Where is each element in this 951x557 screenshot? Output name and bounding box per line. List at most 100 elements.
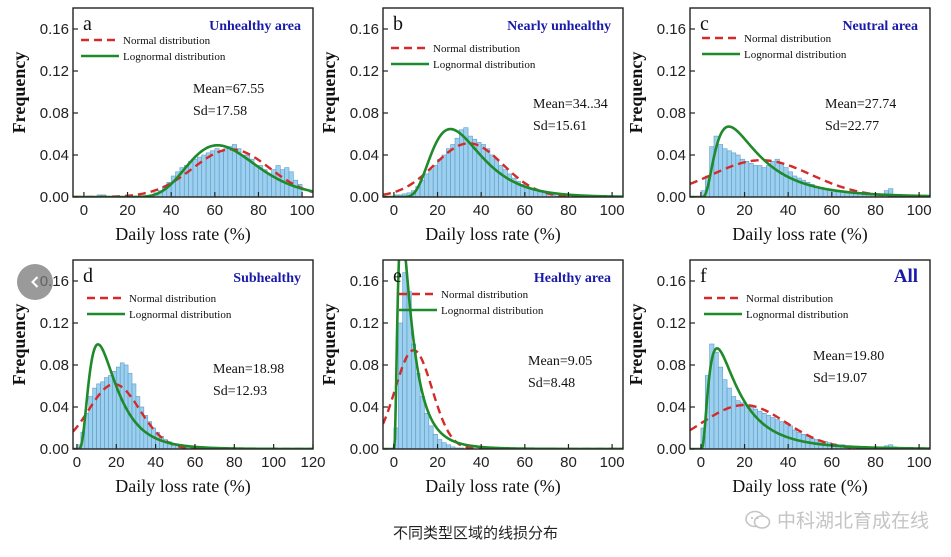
legend-lognormal-label: Lognormal distribution: [746, 309, 849, 321]
y-tick-label: 0.00: [350, 189, 379, 206]
panel-title: Subhealthy: [233, 271, 301, 286]
legend-lognormal-label: Lognormal distribution: [441, 305, 544, 317]
y-tick-label: 0.16: [657, 273, 686, 290]
lognormal-distribution-curve: [73, 143, 313, 197]
panel-letter: c: [700, 13, 709, 35]
histogram-bar: [761, 167, 767, 197]
x-tick-label: 40: [147, 454, 164, 471]
legend-lognormal-label: Lognormal distribution: [433, 59, 536, 71]
histogram-bar: [718, 366, 724, 449]
watermark: 中科湖北育成在线: [745, 506, 929, 533]
x-axis-label: Daily loss rate (%): [732, 224, 867, 245]
x-tick-label: 60: [516, 454, 533, 471]
histogram-bar: [779, 163, 785, 197]
y-tick-label: 0.12: [350, 63, 379, 80]
histogram-bar: [218, 150, 224, 197]
chart-panel-a: 0.00 0.04 0.08 0.12 0.16 0 20 40 60 80 100 Daily lo…: [9, 7, 315, 245]
mean-label: Mean=27.74: [825, 97, 896, 112]
histogram-bar: [271, 169, 277, 197]
histogram-bar: [236, 148, 242, 197]
fitted-curves: [383, 127, 623, 197]
histogram-bar: [428, 425, 434, 449]
legend-normal-label: Normal distribution: [441, 289, 529, 301]
histogram-bar: [783, 167, 789, 197]
histogram-bar: [493, 158, 499, 197]
mean-label: Mean=18.98: [213, 362, 284, 377]
y-tick-label: 0.08: [350, 357, 379, 374]
x-tick-label: 0: [697, 454, 705, 471]
plot-frame: [689, 259, 931, 450]
mean-label: Mean=67.55: [193, 82, 264, 97]
sd-label: Sd=22.77: [825, 119, 879, 134]
histogram-bar: [445, 148, 451, 197]
histogram-bar: [744, 161, 750, 197]
histogram-bar: [223, 148, 229, 197]
histogram-bar: [450, 144, 456, 197]
y-tick-label: 0.16: [40, 21, 69, 38]
x-tick-label: 100: [600, 454, 625, 471]
panel-letter: e: [393, 265, 402, 287]
x-tick-label: 40: [780, 454, 797, 471]
x-tick-label: 80: [226, 454, 243, 471]
sd-label: Sd=8.48: [528, 376, 575, 391]
lognormal-distribution-curve: [690, 125, 930, 197]
panel-title: Healthy area: [534, 271, 611, 286]
y-tick-label: 0.04: [350, 399, 379, 416]
x-tick-label: 100: [261, 454, 286, 471]
histogram-bar: [240, 154, 246, 197]
histogram-bar: [498, 165, 504, 197]
histogram-bar: [757, 165, 763, 197]
x-tick-label: 0: [73, 454, 81, 471]
y-tick-label: 0.12: [40, 63, 69, 80]
histogram-bar: [441, 442, 447, 449]
histogram-bar: [115, 366, 121, 449]
histogram-bar: [201, 154, 207, 197]
panel-letter: a: [83, 13, 92, 35]
y-tick-label: 0.08: [350, 105, 379, 122]
sd-label: Sd=12.93: [213, 384, 267, 399]
y-tick-label: 0.00: [657, 441, 686, 458]
histogram-bar: [537, 191, 543, 197]
x-tick-label: 40: [780, 202, 797, 219]
panel-title: Nearly unhealthy: [507, 19, 611, 34]
chart-panel-c: 0.00 0.04 0.08 0.12 0.16 0 20 40 60 80 100 Daily lo…: [626, 7, 932, 245]
histogram-bar: [731, 152, 737, 197]
y-axis-label: Frequency: [9, 304, 29, 386]
histogram-bar: [835, 191, 841, 197]
y-tick-label: 0.08: [657, 357, 686, 374]
chart-panel-d: 0.000.040.080.120.160 20 40 60 80 100 120Daily…: [9, 259, 326, 497]
histogram-bar: [266, 173, 272, 197]
mean-label: Mean=19.80: [813, 349, 884, 364]
mean-label: Mean=9.05: [528, 354, 592, 369]
histogram-bar: [424, 412, 430, 449]
y-tick-label: 0.08: [40, 105, 69, 122]
chart-panel-e: 0.00 0.04 0.08 0.12 0.16 0 20 40 60 80 100 Daily lo…: [319, 259, 625, 497]
y-tick-label: 0.16: [350, 21, 379, 38]
lognormal-distribution-curve: [690, 346, 930, 449]
plot-frame: [382, 7, 624, 198]
previous-image-button[interactable]: [17, 264, 53, 300]
histogram-bar: [188, 161, 194, 197]
y-tick-label: 0.04: [40, 399, 69, 416]
y-axis-label: Frequency: [626, 304, 646, 386]
x-tick-label: 0: [390, 202, 398, 219]
x-axis-label: Daily loss rate (%): [425, 476, 560, 497]
y-tick-label: 0.04: [657, 399, 686, 416]
panel-title: Unhealthy area: [209, 19, 301, 34]
x-tick-label: 40: [473, 454, 490, 471]
histogram-bar: [210, 150, 216, 197]
histogram-bar: [424, 173, 430, 197]
plot-frame: [72, 7, 314, 198]
y-tick-label: 0.04: [350, 147, 379, 164]
histogram-bar: [739, 158, 745, 197]
legend-lognormal-label: Lognormal distribution: [744, 49, 847, 61]
panel-title: Neutral area: [842, 19, 918, 34]
x-axis-label: Daily loss rate (%): [115, 224, 250, 245]
x-axis-label: Daily loss rate (%): [115, 476, 250, 497]
y-tick-label: 0.12: [657, 63, 686, 80]
legend-normal-label: Normal distribution: [744, 33, 832, 45]
y-axis-label: Frequency: [626, 52, 646, 134]
histogram-bar: [502, 169, 508, 197]
histogram-bar: [227, 146, 233, 197]
histogram-bar: [485, 148, 491, 197]
